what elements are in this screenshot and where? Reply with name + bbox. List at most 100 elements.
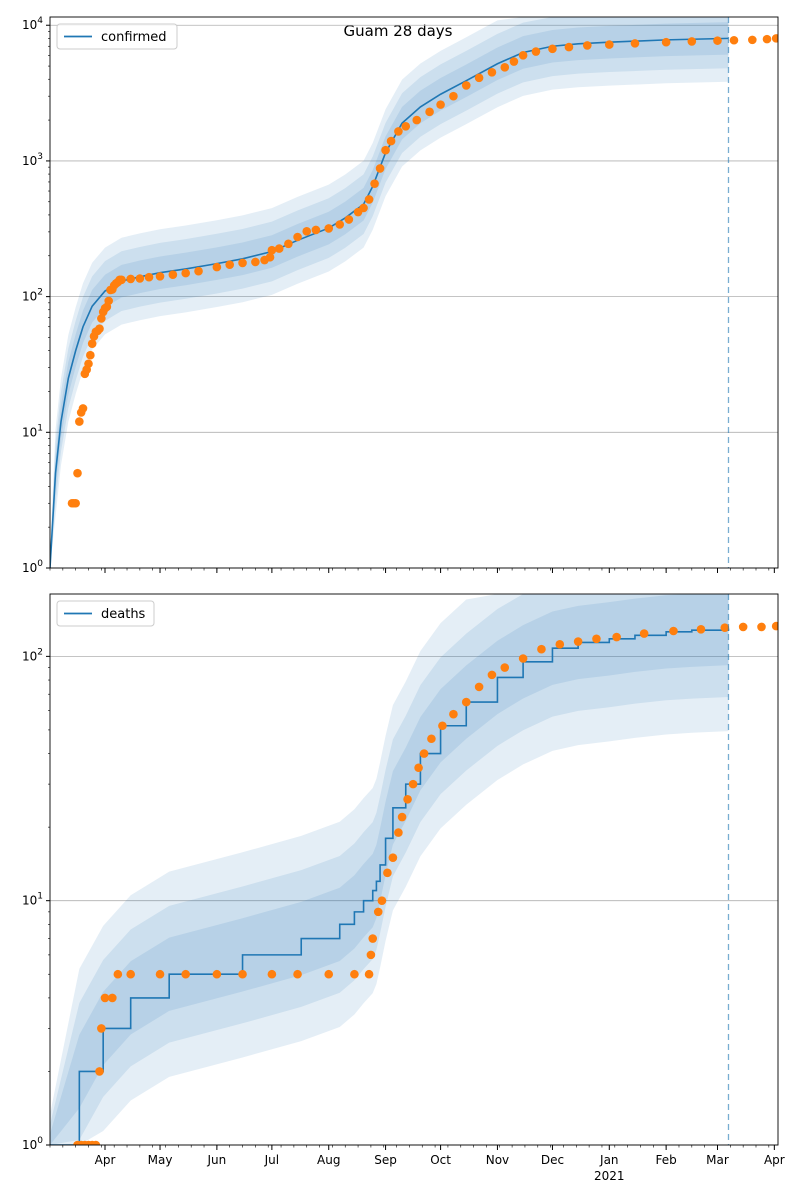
observed-points (73, 621, 778, 1145)
observed-point (113, 969, 123, 979)
observed-point (212, 262, 222, 272)
observed-point (771, 621, 778, 631)
observed-point (368, 934, 378, 943)
observed-points (67, 34, 778, 508)
observed-point (397, 812, 407, 822)
observed-point (97, 1024, 106, 1033)
observed-point (71, 498, 80, 508)
observed-point (144, 272, 154, 282)
legend-box (56, 600, 155, 627)
observed-point (537, 644, 546, 654)
observed-point (267, 245, 277, 255)
observed-point (449, 709, 458, 719)
observed-point (73, 468, 82, 478)
x-tick-year-label: 2021 (594, 1169, 625, 1183)
y-tick-label: 102 (22, 647, 43, 663)
plot-area (50, 594, 778, 1145)
x-tick-label: Feb (656, 1153, 677, 1167)
legend-label: deaths (101, 607, 146, 622)
observed-point (713, 36, 722, 45)
observed-point (383, 868, 392, 878)
observed-point (573, 637, 583, 646)
observed-point (86, 350, 95, 360)
observed-point (251, 257, 260, 267)
observed-point (359, 203, 368, 213)
observed-point (401, 121, 411, 131)
observed-point (388, 853, 398, 862)
observed-point (738, 622, 748, 632)
observed-point (729, 35, 739, 45)
observed-point (97, 314, 106, 323)
observed-point (302, 226, 312, 236)
observed-point (500, 663, 510, 672)
observed-point (582, 41, 592, 50)
observed-point (381, 145, 390, 155)
plot-area (50, 17, 778, 568)
y-tick-label: 100 (22, 559, 43, 575)
legend: confirmed (56, 23, 178, 50)
observed-point (108, 993, 117, 1003)
observed-point (425, 107, 434, 117)
observed-point (370, 179, 379, 188)
uncertainty-band-3 (50, 594, 729, 1145)
observed-point (386, 136, 396, 146)
observed-point (117, 275, 126, 285)
observed-point (181, 268, 190, 278)
observed-point (762, 34, 772, 44)
y-tick-label: 100 (22, 1136, 43, 1152)
observed-point (487, 67, 497, 77)
observed-point (274, 244, 284, 253)
observed-point (757, 622, 766, 632)
observed-point (87, 339, 97, 348)
observed-point (366, 950, 376, 960)
observed-point (350, 969, 359, 979)
uncertainty-band-3 (50, 22, 729, 568)
observed-point (181, 969, 190, 979)
observed-point (293, 232, 302, 242)
observed-point (548, 44, 557, 54)
observed-point (438, 721, 447, 731)
observed-point (449, 91, 458, 101)
observed-point (419, 749, 429, 758)
observed-point (394, 127, 403, 136)
observed-point (238, 258, 247, 268)
observed-point (564, 42, 574, 52)
observed-point (78, 404, 88, 413)
observed-point (518, 51, 528, 60)
observed-point (91, 1140, 101, 1145)
observed-point (531, 47, 541, 56)
observed-point (100, 993, 110, 1003)
observed-point (771, 34, 778, 43)
observed-point (661, 37, 671, 47)
x-tick-label: Jun (206, 1153, 226, 1167)
observed-point (412, 115, 422, 125)
observed-point (324, 969, 334, 979)
x-tick-label: Dec (541, 1153, 564, 1167)
legend: deaths (56, 600, 155, 627)
observed-point (126, 274, 135, 284)
x-tick-label: May (148, 1153, 173, 1167)
uncertainty-band-1 (50, 17, 729, 568)
observed-point (364, 969, 374, 979)
observed-point (126, 969, 135, 979)
observed-point (500, 62, 510, 72)
observed-point (461, 697, 471, 707)
y-tick-label: 102 (22, 288, 43, 304)
observed-point (155, 272, 165, 281)
y-tick-label: 103 (22, 152, 43, 168)
deaths-panel: 100 101 102 Apr May Jun Jul Aug Sep Oct Nov Dec Jan 2… (22, 593, 785, 1183)
observed-point (461, 81, 471, 90)
observed-point (104, 296, 113, 306)
figure-title: Guam 28 days (344, 22, 453, 40)
observed-point (518, 654, 528, 663)
observed-point (612, 632, 621, 642)
observed-point (168, 270, 178, 280)
observed-point (284, 239, 293, 249)
observed-point (238, 969, 247, 979)
x-tick-label: Jul (264, 1153, 279, 1167)
observed-point (375, 164, 385, 173)
observed-point (487, 670, 497, 680)
observed-point (95, 1067, 104, 1076)
observed-point (414, 763, 423, 773)
